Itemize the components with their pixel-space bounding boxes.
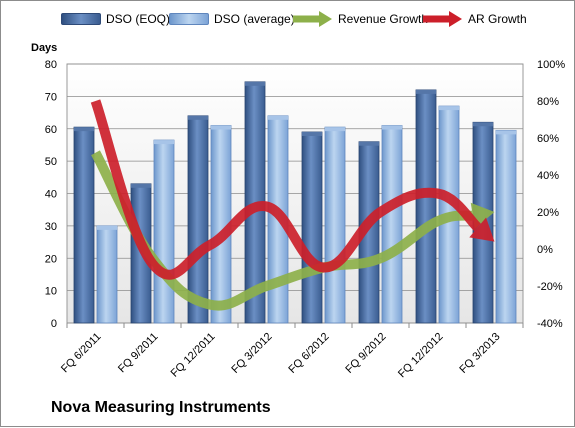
x-tick-label: FQ 9/2011 [116, 331, 161, 376]
bar-series-group [73, 81, 517, 324]
bar [96, 225, 118, 324]
bar-cap [245, 81, 265, 86]
x-tick-label: FQ 6/2011 [59, 331, 104, 376]
legend-label-dso-average: DSO (average) [214, 12, 295, 26]
series-line-ar-growth [90, 99, 482, 280]
bar-cap [188, 115, 208, 120]
y-left-tick-label: 30 [45, 221, 57, 233]
x-tick-label: FQ 3/2012 [229, 331, 274, 376]
y-axis-left-title: Days [31, 42, 57, 54]
bar [381, 125, 403, 324]
y-left-tick-label: 50 [45, 156, 57, 168]
y-right-tick-label: 0% [537, 244, 553, 256]
legend: DSO (EOQ) DSO (average) Revenue Growth A… [1, 1, 575, 33]
legend-arrow-ar-growth [423, 11, 462, 27]
bar-cap [211, 125, 231, 130]
bar-cap [154, 140, 174, 145]
x-tick-label: FQ 12/2011 [169, 331, 218, 380]
bar-cap [473, 122, 493, 127]
y-left-tick-label: 40 [45, 189, 57, 201]
x-axis: FQ 6/2011 FQ 9/2011 FQ 12/2011 FQ 3/2012 FQ … [59, 323, 524, 381]
x-tick-label: FQ 3/2013 [457, 331, 502, 376]
bar-cap [439, 106, 459, 111]
y-right-tick-label: 40% [537, 170, 559, 182]
x-tick-label: FQ 6/2012 [286, 331, 331, 376]
bar [324, 126, 346, 324]
y-axis-left: 0 10 20 30 40 50 60 70 80 Days [31, 42, 57, 330]
legend-swatch-dso-average [169, 13, 209, 25]
legend-label-ar-growth: AR Growth [468, 12, 527, 26]
bar [73, 126, 95, 324]
bar-cap [268, 115, 288, 120]
legend-item-dso-eoq: DSO (EOQ) [61, 11, 170, 27]
y-axis-right: -40% -20% 0% 20% 40% 60% 80% 100% [537, 59, 565, 330]
bar [415, 89, 437, 324]
bar-cap [302, 131, 322, 136]
bar-cap [496, 130, 516, 135]
bar-cap [74, 127, 94, 132]
legend-item-ar-growth: AR Growth [421, 11, 527, 27]
y-left-tick-label: 10 [45, 286, 57, 298]
bar [301, 131, 323, 324]
legend-label-dso-eoq: DSO (EOQ) [106, 12, 171, 26]
y-left-tick-label: 0 [51, 318, 57, 330]
y-right-tick-label: 20% [537, 207, 559, 219]
y-right-tick-label: -20% [537, 281, 563, 293]
bar-cap [325, 127, 345, 132]
series-arrowhead-ar-growth [469, 217, 495, 242]
legend-label-revenue-growth: Revenue Growth [338, 12, 429, 26]
legend-item-dso-average: DSO (average) [169, 11, 295, 27]
y-left-tick-label: 70 [45, 91, 57, 103]
bar-cap [359, 141, 379, 146]
legend-swatch-dso-eoq [61, 13, 101, 25]
x-tick-label: FQ 9/2012 [343, 331, 388, 376]
chart-title: Nova Measuring Instruments [51, 399, 271, 416]
y-right-tick-label: -40% [537, 318, 563, 330]
legend-arrow-revenue-growth [293, 11, 332, 27]
y-left-tick-label: 60 [45, 124, 57, 136]
y-right-tick-label: 60% [537, 133, 559, 145]
bar-cap [382, 125, 402, 130]
legend-item-revenue-growth: Revenue Growth [291, 11, 428, 27]
y-left-tick-label: 20 [45, 253, 57, 265]
line-series-group [90, 99, 495, 311]
y-right-tick-label: 80% [537, 96, 559, 108]
bar [153, 139, 175, 324]
bar [495, 129, 517, 324]
bar-cap [131, 183, 151, 188]
bar-cap [416, 89, 436, 94]
x-tick-label: FQ 12/2012 [396, 331, 446, 381]
bar-cap [97, 225, 117, 230]
y-right-tick-label: 100% [537, 59, 565, 71]
y-left-tick-label: 80 [45, 59, 57, 71]
